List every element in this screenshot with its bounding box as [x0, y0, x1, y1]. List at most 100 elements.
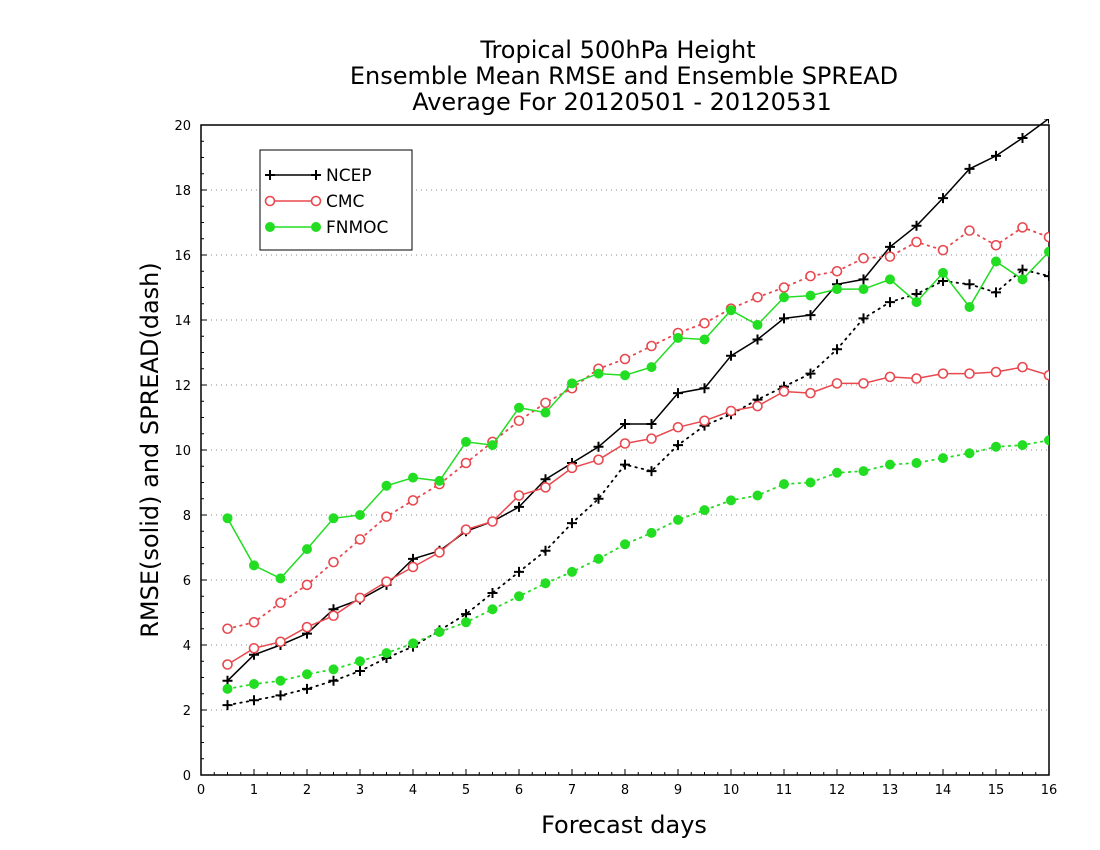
cmc-rmse-point: [328, 610, 339, 622]
cmc-spread-point: [328, 556, 339, 568]
x-axis-title: Forecast days: [541, 811, 707, 839]
cmc-spread-point: [460, 457, 472, 469]
cmc-spread-point: [778, 282, 790, 293]
ncep-spread-point: [567, 518, 577, 529]
cmc-spread-point: [222, 623, 233, 635]
title-line-2: Ensemble Mean RMSE and Ensemble SPREAD: [350, 62, 898, 90]
ncep-spread-point: [355, 666, 365, 676]
cmc-rmse-point: [301, 621, 313, 633]
fnmoc-rmse-point: [302, 544, 312, 555]
fnmoc-spread-point: [514, 591, 524, 602]
x-tick-label: 14: [935, 783, 952, 798]
y-tick-label: 0: [183, 769, 191, 784]
y-tick-label: 18: [174, 184, 191, 199]
fnmoc-spread-point: [1044, 435, 1049, 446]
fnmoc-rmse-point: [991, 256, 1001, 267]
fnmoc-rmse-point: [249, 560, 259, 571]
cmc-rmse-point: [805, 387, 816, 399]
ncep-spread-point: [885, 297, 895, 308]
cmc-spread-point: [805, 270, 816, 282]
cmc-spread-point: [381, 511, 392, 522]
cmc-rmse-point: [540, 482, 551, 493]
fnmoc-rmse-point: [567, 378, 577, 389]
fnmoc-rmse-point: [832, 284, 842, 295]
cmc-spread-point: [858, 252, 869, 264]
ncep-rmse-point: [885, 241, 895, 252]
cmc-spread-line: [226, 226, 1049, 630]
cmc-rmse-point: [513, 490, 525, 501]
y-tick-label: 14: [174, 314, 191, 329]
fnmoc-spread-point: [249, 679, 259, 689]
fnmoc-rmse-point: [1017, 274, 1028, 285]
cmc-spread-point: [990, 239, 1002, 251]
cmc-rmse-point: [381, 576, 392, 587]
fnmoc-rmse-point: [1044, 246, 1049, 257]
fnmoc-rmse-point: [434, 475, 445, 486]
legend-label-ncep: NCEP: [326, 166, 372, 186]
ncep-rmse-point: [620, 419, 630, 429]
fnmoc-spread-point: [805, 477, 816, 488]
cmc-rmse-point: [778, 386, 790, 397]
cmc-rmse-point: [646, 433, 657, 444]
fnmoc-spread-point: [540, 578, 551, 589]
legend-marker-ncep: [311, 170, 321, 180]
ncep-spread-point: [328, 675, 339, 686]
cmc-spread-point: [752, 291, 763, 303]
x-tick-label: 4: [409, 783, 417, 798]
ncep-rmse-point: [646, 419, 657, 429]
fnmoc-rmse-point: [487, 440, 498, 451]
axes: [200, 124, 1050, 776]
ncep-rmse-point: [593, 441, 604, 452]
fnmoc-rmse-point: [911, 297, 922, 308]
cmc-spread-point: [275, 597, 286, 609]
y-tick-label: 16: [174, 249, 191, 264]
fnmoc-rmse-point: [964, 302, 975, 312]
cmc-rmse-point: [911, 373, 922, 384]
ncep-rmse-point: [938, 193, 948, 204]
fnmoc-rmse-point: [726, 305, 736, 316]
fnmoc-spread-point: [302, 669, 312, 680]
x-tick-label: 11: [776, 783, 793, 798]
fnmoc-spread-point: [1017, 440, 1028, 451]
fnmoc-spread-point: [222, 683, 233, 694]
cmc-rmse-point: [699, 415, 710, 427]
ncep-spread-point: [540, 545, 551, 556]
cmc-spread-point: [1043, 231, 1049, 243]
x-tick-label: 9: [674, 783, 682, 798]
title-line-3: Average For 20120501 - 20120531: [412, 88, 832, 116]
fnmoc-rmse-point: [752, 319, 763, 330]
fnmoc-spread-point: [911, 458, 922, 468]
fnmoc-spread-point: [673, 514, 683, 525]
y-tick-label: 4: [183, 639, 191, 654]
cmc-rmse-point: [619, 438, 631, 449]
x-tick-label: 10: [723, 783, 740, 798]
cmc-rmse-point: [487, 516, 498, 527]
cmc-rmse-point: [566, 462, 578, 474]
ncep-spread-point: [964, 279, 975, 290]
legend-marker-cmc: [264, 195, 276, 207]
legend-marker-fnmoc: [311, 222, 321, 232]
fnmoc-rmse-point: [646, 362, 657, 373]
fnmoc-spread-point: [381, 648, 392, 659]
y-tick-label: 6: [183, 574, 191, 589]
ncep-spread-point: [1017, 264, 1028, 275]
ncep-spread-line: [226, 268, 1049, 706]
legend-label-fnmoc: FNMOC: [326, 218, 388, 238]
cmc-rmse-point: [354, 592, 366, 604]
x-tick-label: 0: [197, 783, 205, 798]
y-axis-title: RMSE(solid) and SPREAD(dash): [136, 262, 164, 638]
fnmoc-rmse-point: [938, 267, 948, 278]
fnmoc-rmse-point: [355, 510, 365, 520]
title-line-1: Tropical 500hPa Height: [479, 36, 755, 64]
fnmoc-spread-line: [226, 439, 1049, 690]
cmc-spread-point: [407, 495, 419, 506]
ncep-spread-point: [302, 683, 312, 694]
fnmoc-rmse-line: [226, 251, 1049, 580]
x-tick-label: 15: [988, 783, 1005, 798]
cmc-spread-point: [911, 236, 922, 248]
fnmoc-spread-point: [487, 604, 498, 615]
ncep-spread-point: [275, 690, 286, 701]
cmc-rmse-point: [1017, 361, 1028, 373]
fnmoc-rmse-point: [540, 407, 551, 418]
